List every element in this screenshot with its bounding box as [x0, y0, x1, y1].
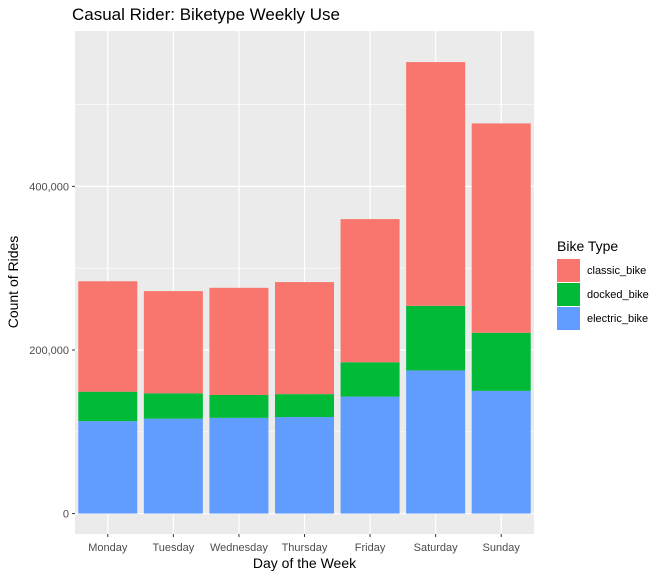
bar-electric_bike-wednesday [209, 417, 269, 514]
bar-electric_bike-monday [78, 421, 138, 514]
bar-classic_bike-friday [340, 219, 400, 363]
y-tick-label: 200,000 [29, 345, 69, 357]
legend-label-docked_bike: docked_bike [587, 289, 649, 301]
bar-electric_bike-thursday [274, 417, 335, 514]
legend-key-classic_bike [557, 259, 580, 282]
legend-key-electric_bike [557, 307, 580, 330]
bar-docked_bike-saturday [406, 305, 466, 371]
bar-electric_bike-saturday [406, 370, 466, 514]
x-tick-label: Sunday [483, 542, 521, 554]
bar-classic_bike-sunday [471, 123, 531, 333]
x-axis-title: Day of the Week [253, 555, 357, 571]
x-tick-label: Saturday [414, 542, 459, 554]
x-tick-label: Friday [355, 542, 386, 554]
bar-electric_bike-tuesday [143, 418, 203, 514]
legend: Bike Type classic_bike docked_bikeelectri… [557, 238, 649, 330]
bar-classic_bike-thursday [274, 282, 335, 395]
y-tick-label: 0 [63, 509, 69, 521]
y-tick-label: 400,000 [29, 181, 69, 193]
bar-classic_bike-saturday [406, 62, 466, 306]
bar-docked_bike-friday [340, 362, 400, 397]
y-axis-title: Count of Rides [5, 236, 21, 329]
x-tick-label: Wednesday [210, 542, 268, 554]
x-tick-label: Tuesday [152, 542, 194, 554]
bar-classic_bike-tuesday [143, 291, 203, 394]
legend-label-electric_bike: electric_bike [587, 313, 648, 325]
x-axis: Monday Tuesday Wednesday Thursday Friday Satu… [88, 534, 520, 554]
bar-docked_bike-tuesday [143, 393, 203, 419]
bar-classic_bike-wednesday [209, 287, 269, 395]
legend-title: Bike Type [557, 238, 618, 254]
bar-docked_bike-thursday [274, 394, 335, 418]
bar-docked_bike-wednesday [209, 394, 269, 418]
legend-key-docked_bike [557, 283, 580, 306]
x-tick-label: Thursday [282, 542, 328, 554]
x-tick-label: Monday [88, 542, 128, 554]
bar-electric_bike-friday [340, 396, 400, 514]
bars [78, 62, 531, 514]
legend-label-classic_bike: classic_bike [587, 265, 646, 277]
bar-docked_bike-sunday [471, 332, 531, 391]
chart-title: Casual Rider: Biketype Weekly Use [72, 5, 340, 24]
bar-docked_bike-monday [78, 391, 138, 422]
bar-electric_bike-sunday [471, 390, 531, 514]
bar-classic_bike-monday [78, 281, 138, 392]
y-axis: 0 200,000 400,000 [29, 181, 75, 521]
